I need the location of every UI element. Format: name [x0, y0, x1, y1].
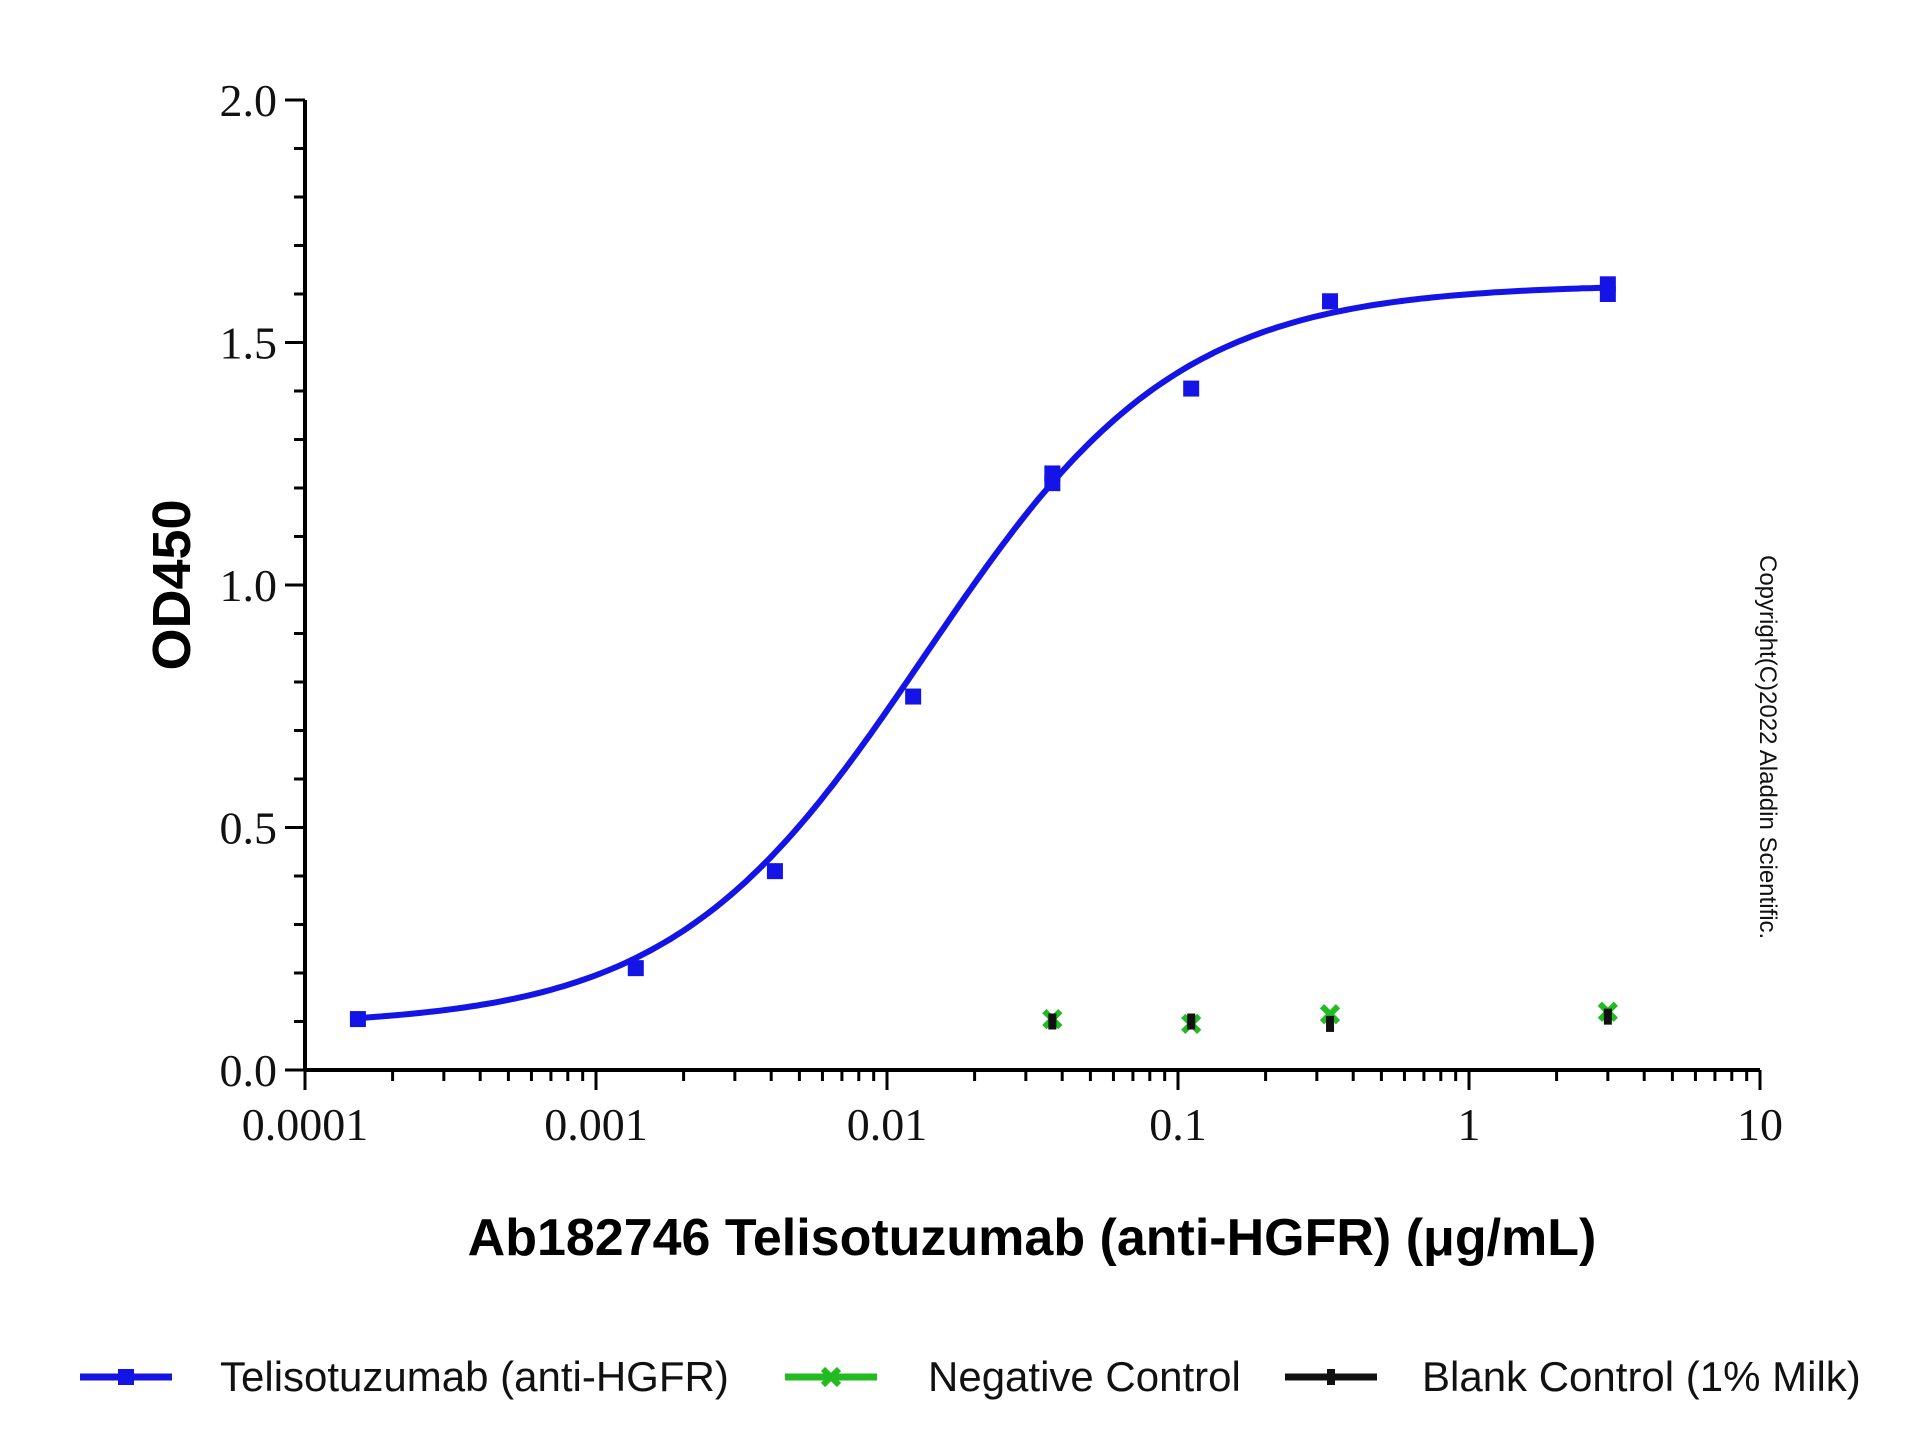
- copyright-annotation: Copyright(C)2022 Aladdin Scientific.: [1754, 555, 1781, 939]
- data-point-series-2: [1326, 1015, 1335, 1032]
- legend-swatch-marker: [118, 1369, 134, 1385]
- data-point-series-2: [1603, 1008, 1612, 1025]
- data-point-series-0: [349, 1011, 366, 1028]
- y-tick-label: 1.5: [220, 318, 278, 369]
- data-point-series-0: [1183, 380, 1200, 397]
- x-tick-label: 10: [1737, 1099, 1783, 1150]
- data-point-series-2: [1048, 1013, 1057, 1030]
- data-point-series-0: [627, 960, 644, 977]
- legend-swatch-marker: [1327, 1369, 1335, 1385]
- data-point-series-0: [1044, 475, 1061, 492]
- data-point-series-0: [766, 863, 783, 880]
- data-points: [349, 276, 1618, 1035]
- y-tick-label: 0.5: [220, 803, 278, 854]
- x-axis-title: Ab182746 Telisotuzumab (anti-HGFR) (μg/m…: [468, 1209, 1597, 1267]
- x-tick-label: 1: [1458, 1099, 1481, 1150]
- legend: Telisotuzumab (anti-HGFR) Negative Contro…: [80, 1353, 1861, 1400]
- x-tick-label: 0.0001: [242, 1099, 369, 1150]
- data-point-series-0: [1599, 286, 1616, 302]
- data-point-series-0: [905, 688, 922, 705]
- data-point-series-1: [1319, 1004, 1341, 1025]
- x-tick-label: 0.001: [544, 1099, 648, 1150]
- x-tick-label: 0.01: [847, 1099, 928, 1150]
- legend-label: Blank Control (1% Milk): [1422, 1353, 1861, 1400]
- legend-label: Negative Control: [928, 1353, 1241, 1400]
- y-tick-label: 2.0: [220, 75, 278, 126]
- fit-curve-telisotuzumab: [357, 284, 1608, 1022]
- data-point-series-0: [1322, 293, 1339, 310]
- fit-curves: [357, 284, 1608, 1022]
- y-axis-title: OD450: [142, 499, 202, 670]
- x-tick-label: 0.1: [1149, 1099, 1207, 1150]
- data-point-series-2: [1187, 1013, 1196, 1030]
- legend-label: Telisotuzumab (anti-HGFR): [220, 1353, 729, 1400]
- y-tick-label: 1.0: [220, 560, 278, 611]
- tick-labels: 0.0001 0.001 0.01 0.1 1 10 0.0 0.5 1.0 1.5 2.0: [220, 75, 1784, 1150]
- y-tick-label: 0.0: [220, 1045, 278, 1096]
- legend-swatch-marker: [820, 1366, 842, 1388]
